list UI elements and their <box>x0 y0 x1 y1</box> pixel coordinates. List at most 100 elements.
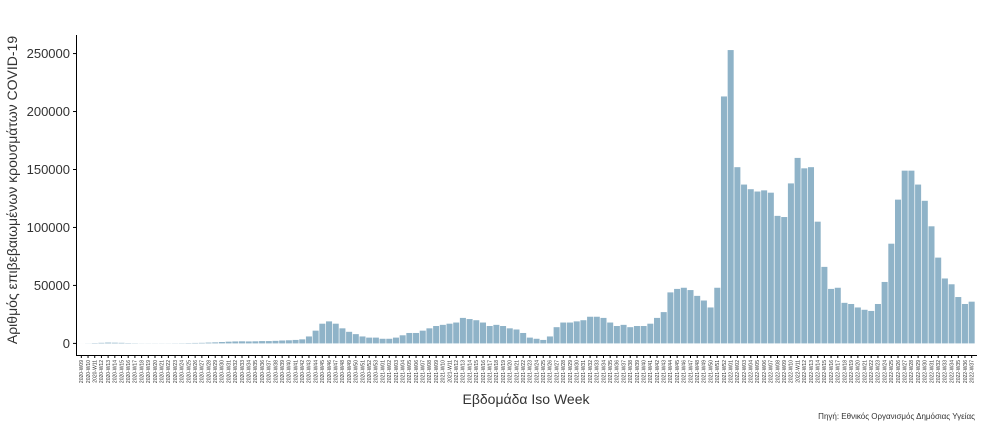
x-tick-label: 2020-W17 <box>133 360 139 383</box>
x-tick-label: 2022-W27 <box>903 360 909 383</box>
bar <box>292 339 299 344</box>
x-tick-label: 2021-W38 <box>628 360 634 383</box>
bar <box>252 341 259 344</box>
x-tick-label: 2020-W24 <box>180 360 186 383</box>
x-tick-label: 2020-W44 <box>313 360 319 383</box>
x-tick-label: 2021-W06 <box>414 360 420 383</box>
bar <box>506 328 513 344</box>
x-tick-label: 2020-W42 <box>300 360 306 383</box>
x-tick-label: 2020-W12 <box>99 360 105 383</box>
x-tick-label: 2021-W12 <box>454 360 460 383</box>
y-tick-label: 50000 <box>34 278 70 293</box>
x-tick-label: 2022-W36 <box>963 360 969 383</box>
x-tick-label: 2021-W43 <box>662 360 668 383</box>
x-tick-label: 2021-W04 <box>400 360 406 383</box>
x-tick-label: 2022-W04 <box>749 360 755 383</box>
bar <box>654 317 661 344</box>
x-tick-label: 2020-W32 <box>233 360 239 383</box>
bar <box>98 342 105 344</box>
x-tick-label: 2021-W26 <box>548 360 554 383</box>
x-tick-label: 2022-W23 <box>876 360 882 383</box>
x-tick-label: 2020-W15 <box>119 360 125 383</box>
bar <box>111 342 118 344</box>
x-tick-label: 2021-W33 <box>595 360 601 383</box>
x-tick-label: 2020-W14 <box>113 360 119 383</box>
x-tick-label: 2020-W47 <box>334 360 340 383</box>
bar <box>312 330 319 344</box>
x-tick-label: 2022-W11 <box>795 360 801 383</box>
x-tick-label: 2021-W48 <box>695 360 701 383</box>
bar <box>379 338 386 344</box>
x-tick-label: 2020-W39 <box>280 360 286 383</box>
bar <box>928 226 935 344</box>
x-tick-label: 2021-W16 <box>481 360 487 383</box>
bar <box>727 50 734 344</box>
x-tick-label: 2022-W28 <box>909 360 915 383</box>
bar <box>935 257 942 344</box>
bar <box>781 217 788 344</box>
x-tick-label: 2020-W52 <box>367 360 373 383</box>
x-tick-label: 2020-W27 <box>200 360 206 383</box>
x-tick-label: 2020-W31 <box>226 360 232 383</box>
x-tick-label: 2021-W47 <box>688 360 694 383</box>
bar <box>680 287 687 344</box>
x-tick-label: 2022-W07 <box>769 360 775 383</box>
bar <box>259 341 266 344</box>
bar <box>868 310 875 344</box>
bar <box>339 328 346 344</box>
bar <box>881 281 888 344</box>
x-tick-label: 2022-W08 <box>775 360 781 383</box>
x-tick-label: 2022-W32 <box>936 360 942 383</box>
bar <box>700 300 707 344</box>
x-tick-label: 2021-W05 <box>407 360 413 383</box>
x-tick-label: 2020-W38 <box>273 360 279 383</box>
bar <box>486 326 493 344</box>
x-tick-label: 2020-W25 <box>186 360 192 383</box>
bar <box>560 322 567 344</box>
bar <box>747 189 754 344</box>
x-tick-label: 2020-W09 <box>79 360 85 383</box>
x-tick-label: 2021-W08 <box>427 360 433 383</box>
x-tick-label: 2020-W19 <box>146 360 152 383</box>
x-tick-label: 2021-W23 <box>528 360 534 383</box>
y-tick-label: 200000 <box>27 104 70 119</box>
bar <box>834 287 841 344</box>
bar <box>754 191 761 344</box>
bar <box>540 339 547 344</box>
x-tick-label: 2022-W21 <box>862 360 868 383</box>
x-tick-label: 2022-W20 <box>856 360 862 383</box>
x-tick-label: 2021-W02 <box>387 360 393 383</box>
bar <box>413 332 420 344</box>
x-tick-label: 2021-W20 <box>508 360 514 383</box>
x-tick-label: 2021-W21 <box>514 360 520 383</box>
bar <box>546 336 553 344</box>
x-tick-label: 2022-W14 <box>815 360 821 383</box>
x-tick-label: 2022-W15 <box>822 360 828 383</box>
x-tick-label: 2022-W02 <box>735 360 741 383</box>
x-tick-label: 2021-W34 <box>601 360 607 383</box>
bar <box>218 342 225 344</box>
bar <box>660 312 667 344</box>
bar <box>620 324 627 344</box>
x-tick-label: 2021-W31 <box>581 360 587 383</box>
bar <box>787 183 794 344</box>
x-tick-label: 2022-W19 <box>849 360 855 383</box>
x-tick-label: 2021-W13 <box>461 360 467 383</box>
bar <box>466 319 473 344</box>
x-tick-label: 2022-W31 <box>929 360 935 383</box>
bar <box>386 338 393 344</box>
bar <box>647 323 654 344</box>
bar <box>627 327 634 344</box>
bar <box>674 288 681 344</box>
bar <box>439 324 446 344</box>
y-tick-label: 0 <box>63 336 70 351</box>
x-tick-label: 2021-W24 <box>534 360 540 383</box>
caption: Πηγή: Εθνικός Οργανισμός Δημόσιας Υγείας <box>818 412 975 421</box>
x-tick-label: 2022-W18 <box>842 360 848 383</box>
x-tick-label: 2021-W03 <box>394 360 400 383</box>
x-tick-label: 2021-W39 <box>635 360 641 383</box>
bar <box>319 323 326 344</box>
x-tick-label: 2020-W49 <box>347 360 353 383</box>
x-tick-label: 2022-W33 <box>943 360 949 383</box>
